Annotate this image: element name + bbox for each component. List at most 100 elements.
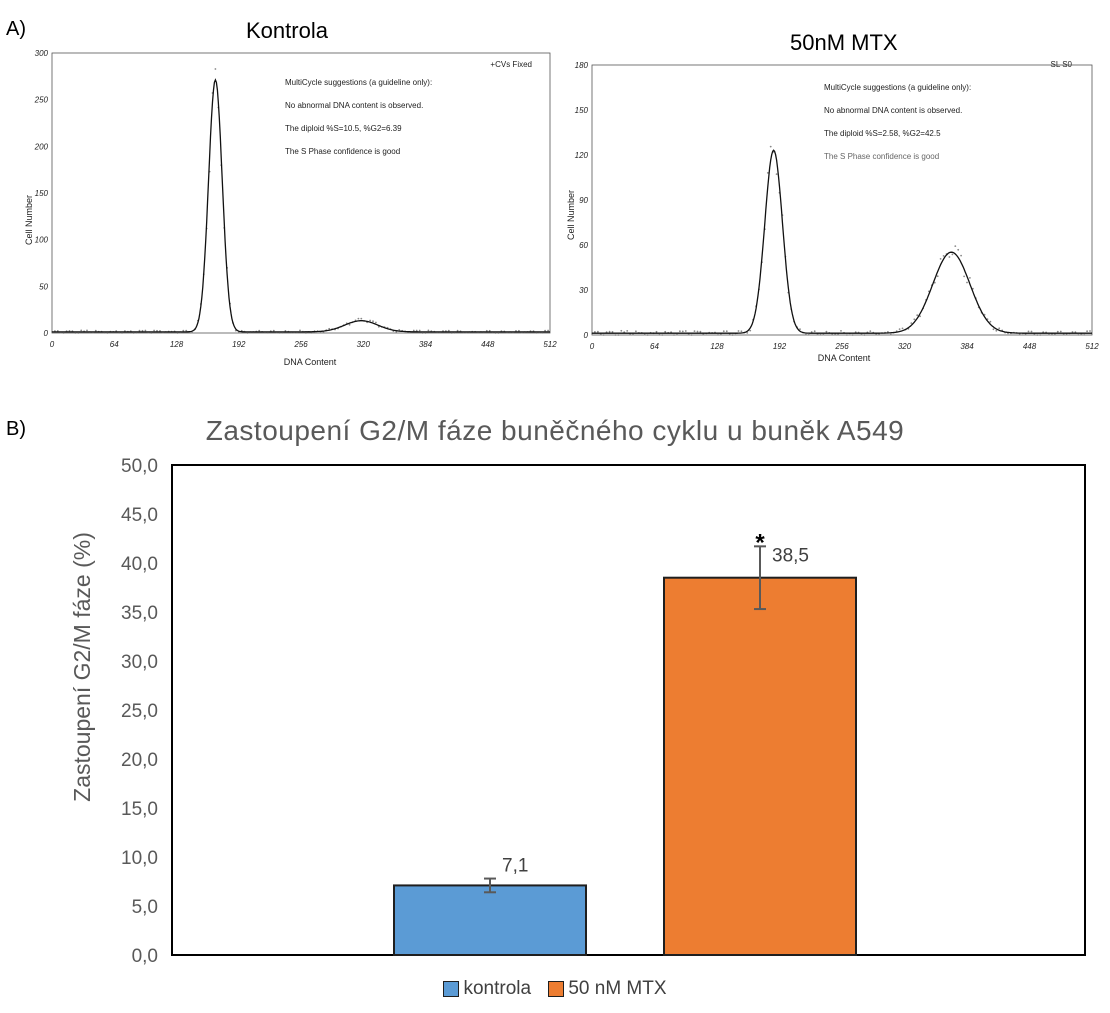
histogram-fit-curve [592,149,1092,334]
histogram-ytick: 120 [575,151,589,160]
histogram-frame [591,64,1093,336]
histogram-ytick: 60 [579,241,588,250]
histogram-xtick: 384 [419,340,433,349]
legend-item-kontrola: kontrola [443,978,531,1000]
histogram-data-point [702,333,705,336]
histogram-data-point [822,333,825,336]
histogram-xlabel: DNA Content [284,357,337,367]
histogram-data-point [722,330,725,333]
histogram-data-point [810,331,813,333]
histogram-xlabel: DNA Content [818,353,871,363]
histogram-data-point [963,275,965,278]
histogram-data-point [415,329,418,332]
histogram-data-point [1036,334,1039,336]
histogram-data-point [851,334,854,336]
histogram-data-point [1062,333,1065,336]
data-label: 7,1 [502,855,528,876]
histogram-ytick: 100 [35,236,49,245]
y-tick-label: 30,0 [121,652,158,673]
histogram-data-point [819,333,822,336]
histogram-data-point [1054,333,1056,336]
histogram-data-point [608,330,611,333]
histogram-xtick: 320 [357,340,371,349]
histogram-fit-curve [52,78,550,333]
histogram-data-point [144,329,147,332]
histogram-data-point [617,334,620,336]
histogram-ylabel: Cell Number [24,195,34,245]
histogram-data-point [901,327,904,330]
histogram-corner-note: SL S0 [1051,60,1073,69]
panel-a-label: A) [6,18,26,40]
histogram-xtick: 256 [834,342,849,351]
histogram-data-point [684,330,687,332]
histogram-data-point [749,329,752,332]
legend: kontrola 50 nM MTX [0,978,1110,1003]
histogram-data-point [1089,330,1091,332]
y-tick-label: 20,0 [121,750,158,771]
legend-label: 50 nM MTX [568,978,667,999]
histogram-data-point [889,333,892,336]
histogram-note: The diploid %S=2.58, %G2=42.5 [824,129,941,138]
histogram-data-point [916,314,919,317]
histogram-xtick: 128 [710,342,724,351]
histogram-note: The S Phase confidence is good [824,152,939,161]
histogram-data-point [863,334,866,336]
histogram-xtick: 128 [170,340,184,349]
panel-b-label: B) [6,418,26,440]
histogram-data-point [933,281,936,284]
histogram-ytick: 180 [575,61,589,70]
histogram-data-point [951,253,954,256]
y-tick-label: 25,0 [121,701,158,722]
legend-swatch [548,981,565,997]
histogram-data-point [690,334,693,336]
histogram-data-point [969,277,971,279]
histogram-data-point [995,329,998,332]
histogram-data-point [299,329,301,332]
histogram-xtick: 448 [1023,342,1037,351]
histogram-data-point [214,68,217,70]
histogram-data-point [1048,333,1050,336]
histogram-data-point [825,330,828,333]
histogram-corner-note: +CVs Fixed [490,60,532,69]
histogram-data-point [717,334,719,336]
histogram-data-point [138,329,141,332]
histogram-data-point [989,320,992,323]
histogram-data-point [1059,330,1062,333]
plot-area [171,464,1086,956]
histogram-data-point [807,333,810,336]
histogram-ytick: 30 [579,286,588,295]
histogram-data-point [427,329,430,332]
histogram-data-point [679,330,681,333]
y-tick-label: 50,0 [121,456,158,477]
y-tick-label: 0,0 [132,946,158,967]
histogram-note: No abnormal DNA content is observed. [824,106,962,115]
histogram-xtick: 512 [543,340,557,349]
histogram-data-point [310,332,313,334]
histogram-data-point [766,172,769,174]
histogram-data-point [948,256,951,258]
histogram-data-point [658,333,661,336]
histogram-data-point [80,329,83,332]
histogram-data-point [676,333,678,336]
y-tick-label: 15,0 [121,799,158,820]
histogram-data-point [1077,334,1080,336]
bar-chart-title: Zastoupení G2/M fáze buněčného cyklu u b… [205,415,905,446]
histogram-ytick: 50 [39,282,48,291]
histogram-data-point [998,327,1001,330]
histogram-xtick: 320 [898,342,912,351]
y-tick-label: 10,0 [121,848,158,869]
histogram-ytick: 300 [35,49,49,58]
histogram-ytick: 90 [579,196,588,205]
bar-0 [393,884,587,956]
histogram-data-point [939,258,942,260]
histogram-data-point [1056,330,1059,333]
histogram-data-point [869,330,872,332]
histogram-data-point [957,248,960,251]
y-tick-label: 40,0 [121,554,158,575]
histogram-data-point [328,327,331,330]
histogram-note: MultiCycle suggestions (a guideline only… [824,83,971,92]
histogram-data-point [1042,331,1045,333]
histogram-data-point [731,334,734,336]
histogram-mtx-plot: SL S0 MultiCycle suggestions (a guidelin… [566,60,1099,363]
histogram-data-point [305,332,307,334]
